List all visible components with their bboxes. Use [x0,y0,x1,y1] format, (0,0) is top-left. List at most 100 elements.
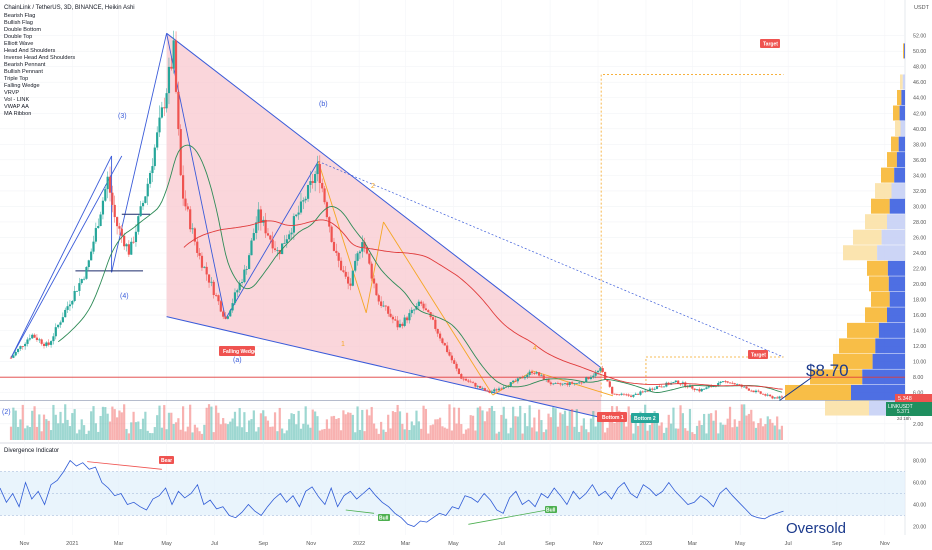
currency-label: USDT [914,5,930,11]
target-tag-lower[interactable]: Target [748,350,768,359]
candle-body [467,380,470,382]
volume-bar [163,405,166,440]
volume-profile-bar-buy [887,214,905,230]
candle-body [481,388,484,389]
volume-bar [497,431,501,440]
candle-body [747,388,751,391]
volume-bar [257,427,260,440]
volume-bar [490,405,494,440]
candle-body [68,304,72,307]
volume-bar [757,423,760,440]
volume-bar [705,433,708,440]
volume-bar [108,421,112,440]
volume-bar [483,421,486,440]
volume-bar [394,412,397,440]
volume-profile-bar-sell [843,245,878,261]
bear-tag[interactable]: Bear [159,456,174,464]
candle-body [761,393,765,395]
x-tick-label: Jul [498,541,505,547]
volume-bar [469,415,472,440]
volume-bar [266,420,270,440]
volume-bar [502,406,505,440]
candle-body [370,263,373,279]
candle-body [622,393,626,395]
volume-bar [139,429,142,440]
divergence-indicator-title[interactable]: Divergence Indicator [4,448,59,454]
orange-wave-4 [492,370,534,396]
candle-body [311,181,314,183]
candle-body [424,308,428,311]
volume-bar [368,415,371,440]
volume-bar [582,418,585,440]
volume-bar [87,430,90,440]
volume-bar [61,423,64,440]
candle-body [132,241,135,243]
candle-body [405,317,409,321]
volume-bar [281,428,284,440]
candle-body [585,377,588,383]
candle-body [273,248,277,251]
volume-bar [111,406,114,440]
volume-bar [363,431,366,440]
volume-bar [118,410,121,440]
volume-bar [608,418,611,440]
candle-body [743,386,746,388]
candle-body [523,377,527,379]
volume-bar [9,426,13,440]
candle-body [724,381,727,382]
volume-bar [226,424,229,440]
volume-profile-bar-sell [871,291,890,307]
volume-bar [516,416,519,440]
candle-body [474,383,477,387]
volume-bar [559,412,562,440]
volume-profile-bar-sell [891,136,899,152]
target-tag-upper[interactable]: Target [760,39,780,48]
candle-body [488,390,491,393]
volume-profile-bar-sell [825,400,869,416]
candle-body [330,226,333,242]
y-tick-label: 44.00 [913,96,926,102]
bottom-2-tag[interactable]: Bottom 2 [631,413,659,423]
candle-body [655,386,659,389]
x-tick-label: Nov [880,541,890,547]
candle-body [509,382,512,387]
volume-bar [130,422,133,440]
wedge-upper-line [166,32,602,369]
bull-tag-2[interactable]: Bull [545,506,557,514]
candle-body [335,250,338,253]
volume-profile-bar-buy [875,338,905,354]
volume-bar [318,430,321,440]
candle-body [554,383,557,385]
volume-bar [113,409,116,440]
volume-profile-bar-buy [872,353,905,369]
candle-body [537,372,541,376]
volume-bar [193,424,196,440]
candle-body [561,383,564,385]
bull-tag-1[interactable]: Bull [378,514,390,522]
bottom-1-tag[interactable]: Bottom 1 [597,412,627,422]
svg-text:5.348: 5.348 [898,396,912,402]
candle-body [757,390,760,392]
impulse-line-4 [10,155,123,359]
candle-body [693,388,696,391]
volume-bar [448,404,451,440]
volume-bar [231,418,234,440]
volume-bar [686,430,689,440]
candle-body [193,228,196,242]
volume-bar [570,409,574,440]
candle-body [382,305,385,307]
chart-title[interactable]: ChainLink / TetherUS, 3D, BINANCE, Heiki… [4,5,135,11]
volume-bar [684,428,687,440]
y-tick-label: 42.00 [913,111,926,117]
volume-bar [769,419,772,440]
candle-body [170,66,173,69]
candle-body [764,394,767,396]
volume-bar [568,411,571,440]
volume-bar [278,407,281,440]
candle-body [179,129,182,176]
price-target-label: $8.70 [806,361,849,380]
candle-body [486,390,489,392]
falling-wedge-tag[interactable]: Falling Wedge [219,346,257,356]
volume-bar [587,432,590,440]
